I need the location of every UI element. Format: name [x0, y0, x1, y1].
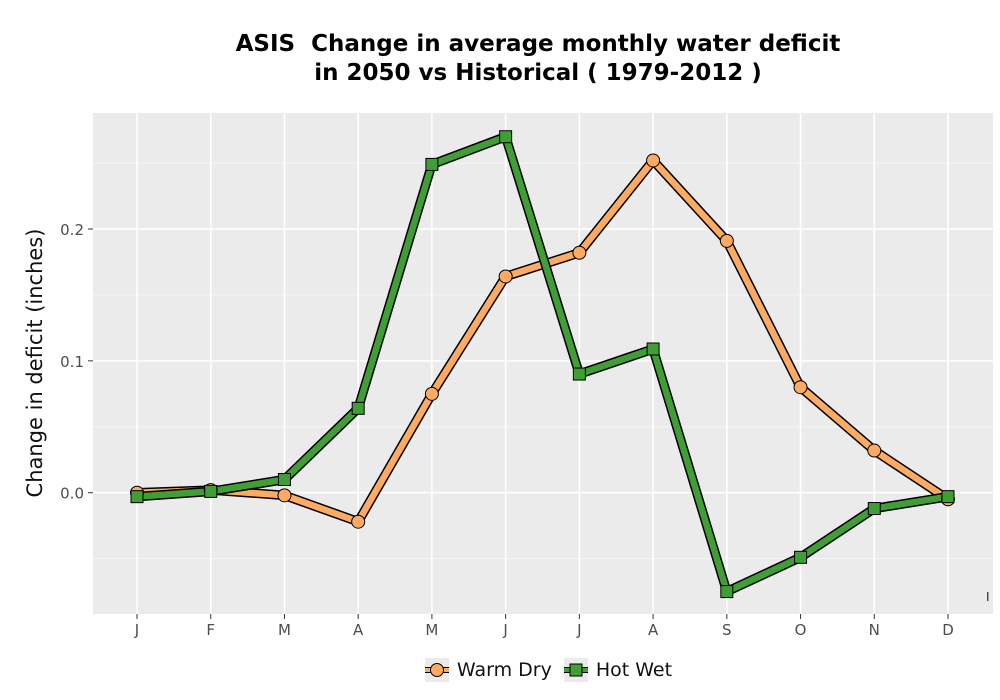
point-hot-wet — [941, 490, 955, 504]
x-tick-label: M — [425, 621, 438, 639]
legend-item-hot-wet: Hot Wet — [563, 658, 673, 682]
x-tick-label: J — [502, 621, 507, 639]
x-tick-label: J — [576, 621, 581, 639]
point-hot-wet — [204, 484, 218, 498]
point-hot-wet — [794, 550, 808, 564]
x-tick-label: S — [722, 621, 732, 639]
point-warm-dry — [351, 514, 366, 529]
point-warm-dry — [646, 153, 661, 168]
point-hot-wet — [425, 157, 439, 171]
point-hot-wet — [646, 342, 660, 356]
series-line-hot-wet — [133, 133, 952, 595]
legend-key-circle-icon — [424, 658, 449, 682]
stray-tick-mark: I — [986, 590, 990, 604]
x-tick-label: M — [278, 621, 291, 639]
point-hot-wet — [499, 130, 513, 144]
point-warm-dry — [793, 380, 808, 395]
point-hot-wet — [720, 585, 734, 599]
title-line-2: in 2050 vs Historical ( 1979-2012 ) — [314, 60, 762, 86]
chart-title: ASIS Change in average monthly water def… — [0, 30, 1000, 88]
x-tick-label: J — [134, 621, 139, 639]
point-hot-wet — [867, 502, 881, 516]
legend: Warm Dry Hot Wet — [0, 658, 1000, 682]
legend-label-hot-wet: Hot Wet — [595, 659, 673, 681]
point-warm-dry — [498, 269, 513, 284]
legend-key-square-icon — [563, 658, 588, 682]
x-tick-label: D — [942, 621, 954, 639]
point-warm-dry — [572, 245, 587, 260]
x-tick-label: A — [648, 621, 659, 639]
y-tick-label: 0.1 — [60, 353, 84, 371]
point-hot-wet — [130, 490, 144, 504]
point-hot-wet — [277, 473, 291, 487]
point-warm-dry — [424, 386, 439, 401]
plot-panel — [93, 113, 993, 614]
legend-item-warm-dry: Warm Dry — [424, 658, 552, 682]
x-tick-label: A — [353, 621, 364, 639]
title-line-1: ASIS Change in average monthly water def… — [235, 31, 841, 57]
point-warm-dry — [277, 488, 292, 503]
y-tick-label: 0.2 — [60, 221, 84, 239]
legend-label-warm-dry: Warm Dry — [456, 659, 552, 681]
x-tick-label: N — [869, 621, 880, 639]
x-tick-label: O — [795, 621, 807, 639]
point-warm-dry — [867, 443, 882, 458]
y-tick-label: 0.0 — [60, 485, 84, 503]
x-tick-label: F — [206, 621, 215, 639]
point-warm-dry — [719, 233, 734, 248]
point-hot-wet — [572, 367, 586, 381]
point-hot-wet — [351, 401, 365, 415]
